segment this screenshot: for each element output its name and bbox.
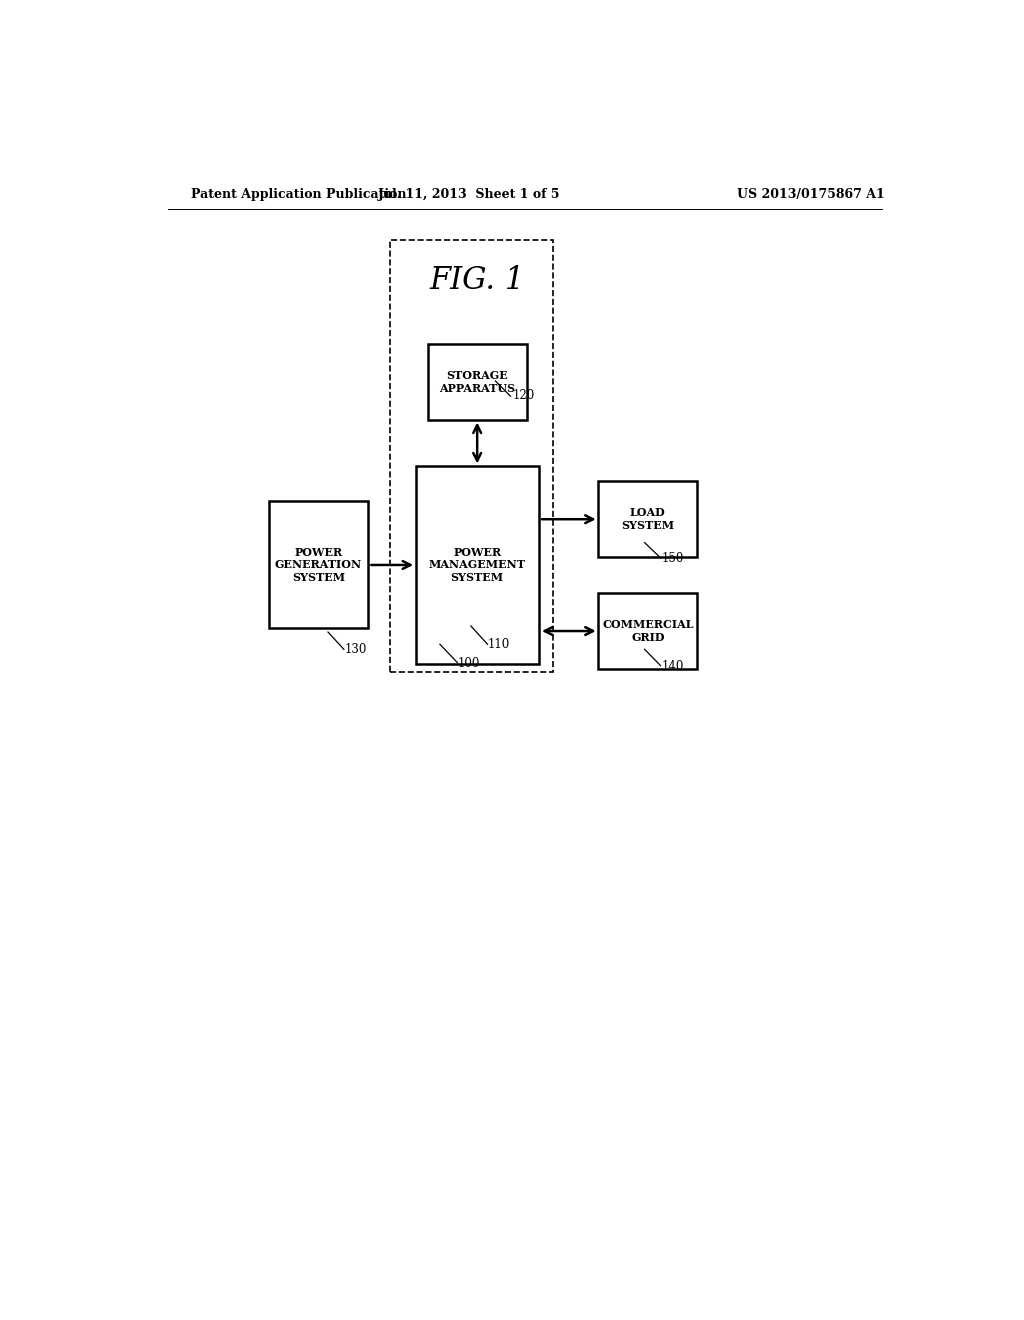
Text: 100: 100	[458, 656, 479, 669]
Text: COMMERCIAL
GRID: COMMERCIAL GRID	[602, 619, 693, 643]
Bar	[390, 240, 553, 672]
Text: Jul. 11, 2013  Sheet 1 of 5: Jul. 11, 2013 Sheet 1 of 5	[378, 189, 560, 202]
Bar	[598, 593, 697, 669]
Text: POWER
MANAGEMENT
SYSTEM: POWER MANAGEMENT SYSTEM	[429, 546, 525, 583]
Text: STORAGE
APPARATUS: STORAGE APPARATUS	[439, 370, 515, 393]
Text: POWER
GENERATION
SYSTEM: POWER GENERATION SYSTEM	[274, 546, 362, 583]
Text: Patent Application Publication: Patent Application Publication	[191, 189, 407, 202]
Text: US 2013/0175867 A1: US 2013/0175867 A1	[736, 189, 885, 202]
Text: FIG. 1: FIG. 1	[429, 265, 525, 296]
Text: 110: 110	[487, 639, 510, 651]
Text: 120: 120	[513, 389, 536, 403]
Bar	[598, 480, 697, 557]
Bar	[428, 345, 526, 420]
Text: 130: 130	[345, 643, 367, 656]
Text: LOAD
SYSTEM: LOAD SYSTEM	[622, 507, 675, 531]
Bar	[269, 502, 368, 628]
Text: 140: 140	[662, 660, 684, 673]
Bar	[416, 466, 539, 664]
Text: 150: 150	[662, 552, 684, 565]
